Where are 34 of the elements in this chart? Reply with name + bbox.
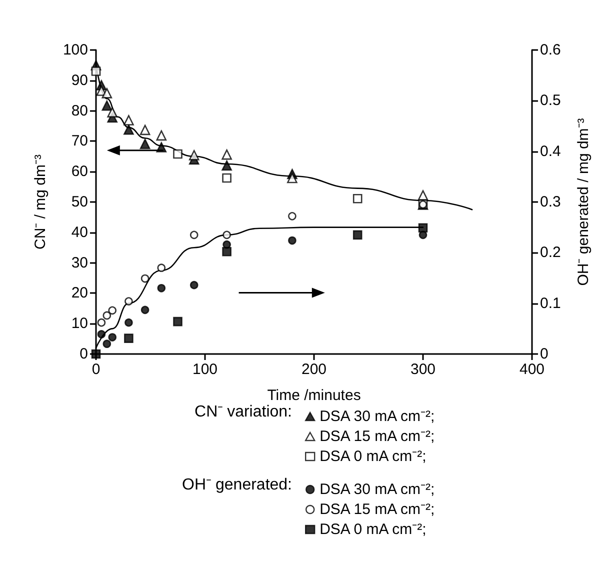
- y2-axis-title: OH⁻ generated / mg dm⁻³: [575, 118, 592, 286]
- legend-label: DSA 30 mA cm⁻²;: [320, 481, 435, 498]
- y-tick-label: 90: [71, 72, 88, 89]
- x-tick-label: 400: [519, 361, 545, 378]
- y-tick-label: 70: [71, 132, 88, 150]
- legend-label: DSA 0 mA cm⁻²;: [320, 521, 426, 538]
- legend-label: DSA 15 mA cm⁻²;: [320, 428, 435, 445]
- legend-label: DSA 0 mA cm⁻²;: [320, 448, 426, 465]
- y2-tick-label: 0.1: [540, 294, 561, 312]
- y-tick-label: 100: [62, 42, 88, 58]
- y2-tick-label: 0.3: [540, 194, 561, 210]
- legend-label: DSA 15 mA cm⁻²;: [320, 501, 435, 518]
- x-axis-title: Time /minutes: [267, 387, 361, 404]
- y-tick-label: 30: [71, 254, 88, 272]
- y2-tick-label: 0: [540, 346, 548, 362]
- y-tick-label: 10: [71, 315, 88, 332]
- y2-tick-label: 0.2: [540, 244, 561, 262]
- x-tick-label: 200: [301, 361, 327, 378]
- x-tick-label: 300: [410, 361, 436, 378]
- y2-tick-label: 0.4: [540, 142, 561, 160]
- y-tick-label: 60: [71, 163, 88, 180]
- y-tick-label: 80: [71, 102, 88, 120]
- y-tick-label: 20: [71, 284, 88, 302]
- legend-label: DSA 30 mA cm⁻²;: [320, 408, 435, 425]
- y2-tick-label: 0.6: [540, 42, 561, 58]
- x-tick-label: 0: [92, 361, 100, 378]
- y-tick-label: 0: [80, 346, 88, 362]
- text: OH⁻ generated:: [182, 476, 292, 494]
- y2-tick-label: 0.5: [540, 92, 561, 110]
- y-tick-label: 40: [71, 224, 88, 241]
- y-tick-label: 50: [71, 194, 88, 210]
- text: CN⁻ variation:: [194, 404, 292, 420]
- x-tick-label: 100: [192, 361, 218, 378]
- y-axis-title: CN⁻ / mg dm⁻³: [32, 154, 49, 250]
